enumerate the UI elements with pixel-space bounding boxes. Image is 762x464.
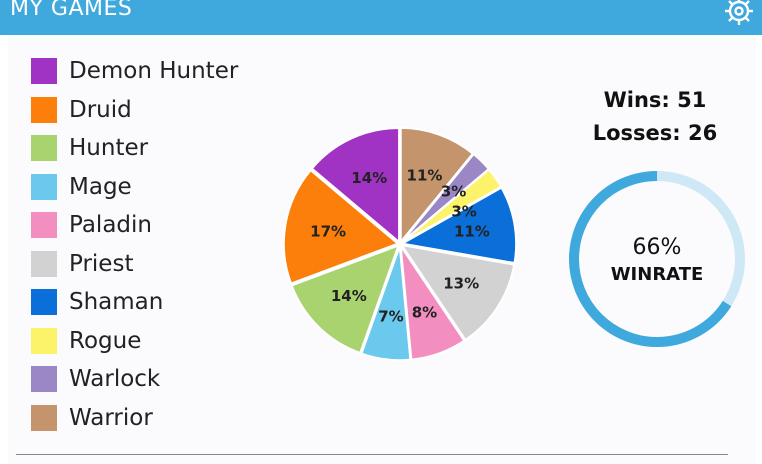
legend-label: Demon Hunter: [69, 58, 239, 84]
legend-label: Hunter: [69, 135, 149, 161]
record-stats: Wins: 51 Losses: 26: [560, 84, 750, 150]
pie-slice-mage: [360, 245, 412, 362]
pie-label-priest: 13%: [443, 275, 479, 293]
legend-swatch: [31, 327, 57, 354]
winrate-percent: 66%: [633, 235, 682, 260]
pie-label-druid: 17%: [310, 223, 346, 241]
winrate-ring: 66% WINRATE: [569, 171, 745, 347]
legend-swatch: [31, 289, 57, 315]
legend-swatch: [31, 404, 57, 431]
divider: [16, 454, 728, 455]
pie-slice-shaman: [399, 186, 518, 265]
wins-count: Wins: 51: [603, 88, 707, 112]
pie-label-warlock: 3%: [441, 183, 466, 201]
class-pie-chart: 11%3%3%11%13%8%7%14%17%14%: [282, 126, 518, 362]
legend-label: Paladin: [69, 212, 152, 238]
legend-label: Rogue: [69, 327, 142, 354]
legend-label: Druid: [69, 96, 132, 123]
legend-swatch: [31, 135, 57, 161]
pie-slice-druid: [282, 168, 400, 285]
legend-label: Mage: [69, 173, 132, 200]
pie-label-paladin: 8%: [412, 304, 437, 322]
legend-swatch: [31, 250, 57, 277]
header-bar: MY GAMES: [0, 0, 762, 35]
legend-label: Priest: [69, 250, 134, 277]
gear-icon[interactable]: [722, 0, 756, 28]
legend-swatch: [31, 96, 57, 123]
legend-swatch: [31, 212, 57, 238]
legend-label: Warlock: [69, 366, 161, 392]
legend-swatch: [31, 366, 57, 392]
pie-slice-paladin: [399, 245, 466, 361]
pie-slice-demon-hunter: [310, 127, 401, 245]
pie-slice-warrior: [399, 126, 475, 245]
legend-label: Warrior: [69, 404, 153, 431]
pie-label-demon-hunter: 14%: [351, 169, 387, 187]
losses-count: Losses: 26: [592, 121, 718, 145]
winrate-ring-progress: [569, 171, 745, 347]
legend-swatch: [31, 58, 57, 84]
legend-swatch: [31, 173, 57, 200]
page-title: MY GAMES: [10, 0, 133, 21]
winrate-label: WINRATE: [611, 264, 704, 285]
pie-slice-hunter: [290, 243, 401, 355]
pie-slice-priest: [399, 243, 516, 342]
pie-label-shaman: 11%: [454, 223, 490, 241]
legend-label: Shaman: [69, 289, 164, 315]
pie-label-hunter: 14%: [331, 287, 367, 305]
pie-label-rogue: 3%: [451, 203, 476, 221]
pie-label-warrior: 11%: [407, 166, 443, 184]
pie-label-mage: 7%: [378, 307, 403, 325]
